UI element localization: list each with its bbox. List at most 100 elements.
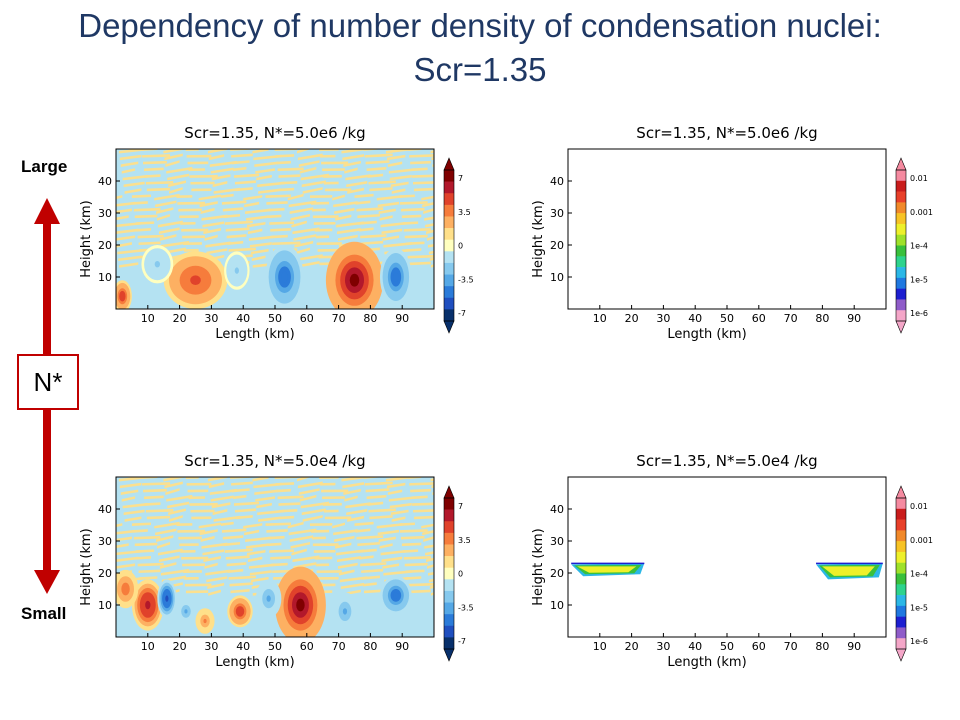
wave-band xyxy=(207,477,228,482)
wave-band xyxy=(340,582,365,590)
chart-title: Scr=1.35, N*=5.0e4 /kg xyxy=(184,452,365,470)
wave-band xyxy=(385,149,409,154)
arrow-head-down xyxy=(34,570,60,594)
wave-band xyxy=(312,215,339,219)
colorbar-segment xyxy=(444,567,454,580)
wave-band xyxy=(253,154,282,161)
wave-band xyxy=(312,543,339,547)
wave-band xyxy=(116,208,132,214)
wave-band xyxy=(227,568,244,574)
wave-band xyxy=(411,495,428,500)
x-tick-label: 10 xyxy=(593,640,607,653)
wave-band xyxy=(244,201,260,208)
wave-band xyxy=(315,235,330,239)
wave-band xyxy=(190,509,215,513)
wave-band xyxy=(359,555,374,560)
wave-band xyxy=(203,228,221,235)
wave-band xyxy=(208,589,221,596)
x-tick-label: 30 xyxy=(204,640,218,653)
wave-band xyxy=(406,248,422,252)
chart-title: Scr=1.35, N*=5.0e6 /kg xyxy=(636,124,817,142)
wave-band xyxy=(316,570,342,574)
wave-band xyxy=(288,528,317,536)
wave-band xyxy=(233,173,260,178)
wave-band xyxy=(178,208,202,212)
wave-band xyxy=(182,235,206,239)
wave-band xyxy=(248,563,275,569)
wave-band xyxy=(163,477,186,482)
wave-band xyxy=(142,154,171,158)
wave-band xyxy=(422,529,434,536)
wave-band xyxy=(409,154,434,158)
wave-band xyxy=(291,220,307,228)
wave-band xyxy=(207,582,225,590)
wave-band xyxy=(246,215,269,221)
wave-band xyxy=(404,562,428,567)
wave-band xyxy=(345,174,371,181)
x-axis-label: Length (km) xyxy=(215,327,294,342)
wave-band xyxy=(427,236,434,241)
wave-band xyxy=(131,194,151,198)
wave-band xyxy=(430,150,434,154)
wave-band xyxy=(124,516,142,522)
cell-contour xyxy=(154,261,160,268)
wave-band xyxy=(344,495,358,502)
colorbar-frame xyxy=(443,497,455,650)
wave-band xyxy=(257,181,285,188)
wave-band xyxy=(163,149,186,154)
wave-band xyxy=(116,195,123,200)
wave-band xyxy=(158,227,180,235)
wave-band xyxy=(320,154,336,158)
wave-band xyxy=(252,149,269,154)
wave-band xyxy=(203,556,221,563)
wave-band xyxy=(299,166,317,174)
wave-band xyxy=(136,228,151,232)
downdraft-cell xyxy=(176,598,196,625)
wave-band xyxy=(427,243,434,248)
wave-band xyxy=(187,489,209,493)
colorbar-segment xyxy=(896,584,906,596)
wave-band xyxy=(387,161,403,167)
wave-band xyxy=(201,214,228,221)
wave-band xyxy=(232,160,250,165)
wave-band xyxy=(335,214,352,221)
wave-band xyxy=(177,201,206,205)
wave-band xyxy=(385,477,409,482)
wave-band xyxy=(365,488,390,493)
wave-band xyxy=(272,241,301,246)
wave-band xyxy=(181,556,209,560)
colorbar: 7 3.5 0 -3.5 -7 xyxy=(443,157,474,334)
wave-band xyxy=(189,174,218,178)
colorbar-segment xyxy=(896,267,906,279)
wave-band xyxy=(189,502,218,506)
wave-band xyxy=(426,557,434,563)
wave-band xyxy=(137,234,164,239)
colorbar-segment xyxy=(444,193,454,206)
colorbar-segment xyxy=(444,509,454,522)
wave-band xyxy=(377,201,400,208)
wave-band xyxy=(401,542,422,547)
colorbar-bottom-cap xyxy=(443,320,455,334)
colorbar-segment xyxy=(896,310,906,322)
slide-title-line2: Scr=1.35 xyxy=(413,51,547,88)
colorbar-bottom-cap xyxy=(895,320,907,334)
x-tick-label: 90 xyxy=(395,312,409,325)
x-tick-label: 30 xyxy=(656,312,670,325)
colorbar-segment xyxy=(896,277,906,289)
wave-band xyxy=(288,200,317,208)
colorbar-tick-label: 1e-4 xyxy=(910,242,928,251)
colorbar-tick-label: 0.001 xyxy=(910,208,933,217)
wave-band xyxy=(391,516,406,522)
x-tick-label: 70 xyxy=(784,312,798,325)
wave-band xyxy=(413,187,434,192)
wave-band xyxy=(221,528,247,533)
wave-band xyxy=(276,160,291,165)
wave-band xyxy=(366,494,387,500)
wave-band xyxy=(411,167,428,172)
colorbar-segment xyxy=(896,573,906,585)
wave-band xyxy=(248,235,275,241)
wave-band xyxy=(292,555,320,563)
wave-band xyxy=(235,515,253,520)
y-axis-label: Height (km) xyxy=(531,528,546,605)
wave-band xyxy=(133,207,161,212)
